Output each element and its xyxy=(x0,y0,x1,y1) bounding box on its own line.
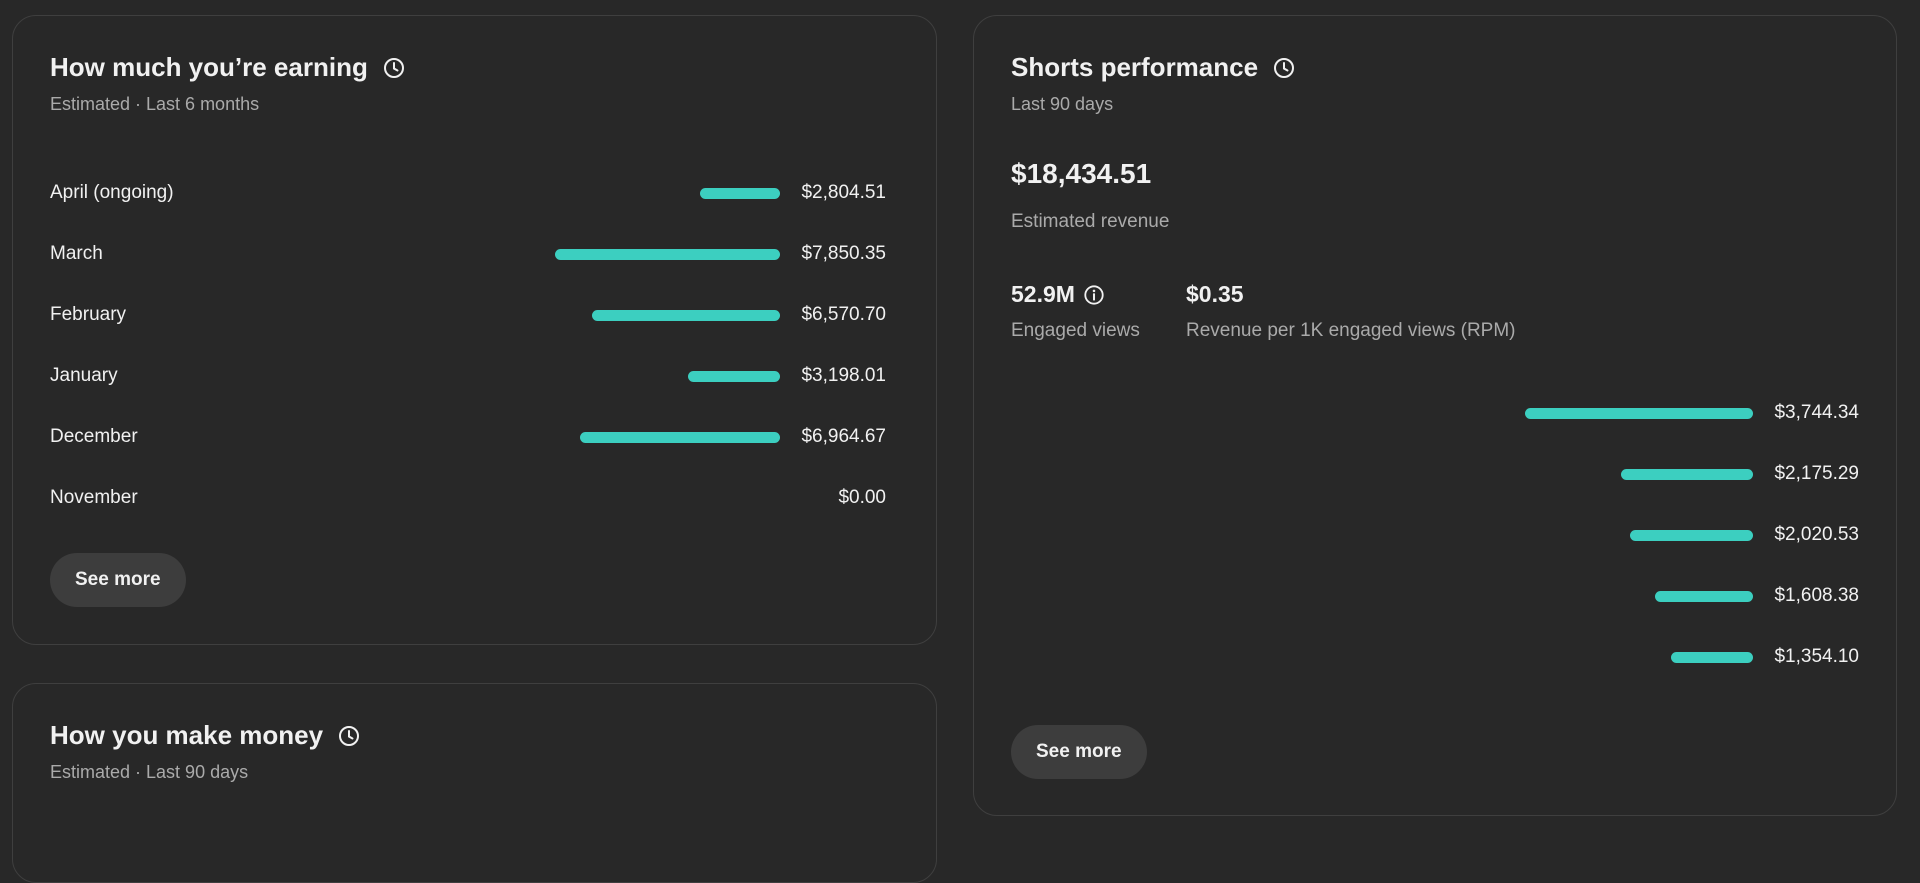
earnings-row-value: $7,850.35 xyxy=(801,243,886,264)
earnings-bar-track xyxy=(174,187,780,199)
earnings-row-label: March xyxy=(50,243,103,264)
shorts-row: $2,020.53 xyxy=(1630,520,1859,550)
earnings-row-value: $6,964.67 xyxy=(801,426,886,447)
shorts-bar xyxy=(1655,590,1753,602)
shorts-row: $3,744.34 xyxy=(1525,398,1859,428)
shorts-see-more-button[interactable]: See more xyxy=(1011,725,1147,779)
revenue-sources-title: How you make money xyxy=(50,720,324,750)
earnings-bar-track xyxy=(138,431,780,443)
shorts-performance-card: Shorts performance Last 90 days $18,434.… xyxy=(973,15,1897,816)
engaged-views-metric: 52.9M Engaged views xyxy=(1011,281,1140,342)
shorts-title: Shorts performance xyxy=(1011,52,1259,82)
earnings-row-value: $3,198.01 xyxy=(801,365,886,386)
earnings-row-value: $2,804.51 xyxy=(801,182,886,203)
shorts-bar xyxy=(1525,407,1753,419)
earnings-row-value: $0.00 xyxy=(838,487,886,508)
earnings-bar xyxy=(555,248,780,260)
earnings-bar xyxy=(580,431,780,443)
shorts-revenue-value: $18,434.51 xyxy=(1011,158,1152,189)
earnings-row-label: December xyxy=(50,426,138,447)
engaged-views-value: 52.9M xyxy=(1011,281,1075,307)
earnings-subtitle: Estimated · Last 6 months xyxy=(50,94,260,114)
earnings-row: March $7,850.35 xyxy=(50,239,886,269)
shorts-row-value: $2,175.29 xyxy=(1774,463,1859,484)
rpm-metric: $0.35 Revenue per 1K engaged views (RPM) xyxy=(1186,281,1516,342)
engaged-views-value-row: 52.9M xyxy=(1011,281,1140,308)
shorts-row: $1,354.10 xyxy=(1671,642,1859,672)
earnings-row-label: April (ongoing) xyxy=(50,182,174,203)
clock-icon[interactable] xyxy=(337,724,361,748)
earnings-bar xyxy=(592,309,780,321)
earnings-row: December $6,964.67 xyxy=(50,422,886,452)
earnings-bar-track xyxy=(103,248,780,260)
shorts-row-value: $2,020.53 xyxy=(1774,524,1859,545)
earnings-row-label: November xyxy=(50,487,138,508)
earnings-card: How much you’re earning Estimated · Last… xyxy=(12,15,937,645)
shorts-row: $1,608.38 xyxy=(1655,581,1859,611)
earnings-row-label: February xyxy=(50,304,127,325)
shorts-title-row: Shorts performance xyxy=(1011,52,1296,83)
revenue-sources-subtitle: Estimated · Last 90 days xyxy=(50,762,249,782)
shorts-row-value: $1,608.38 xyxy=(1774,585,1859,606)
rpm-label: Revenue per 1K engaged views (RPM) xyxy=(1186,320,1516,341)
clock-icon[interactable] xyxy=(382,56,406,80)
shorts-bar xyxy=(1630,529,1753,541)
earnings-bar xyxy=(700,187,780,199)
shorts-row: $2,175.29 xyxy=(1621,459,1859,489)
earnings-title-row: How much you’re earning xyxy=(50,52,406,83)
earnings-row-value: $6,570.70 xyxy=(801,304,886,325)
earnings-bar-track xyxy=(118,370,780,382)
shorts-subtitle: Last 90 days xyxy=(1011,94,1114,114)
earnings-see-more-button[interactable]: See more xyxy=(50,553,186,607)
earnings-row-label: January xyxy=(50,365,118,386)
earnings-row: November $0.00 xyxy=(50,483,886,513)
earnings-row: February $6,570.70 xyxy=(50,300,886,330)
info-icon[interactable] xyxy=(1083,284,1105,306)
earnings-title: How much you’re earning xyxy=(50,52,368,82)
revenue-sources-title-row: How you make money xyxy=(50,720,361,751)
earnings-bar-track xyxy=(126,309,780,321)
revenue-sources-card: How you make money Estimated · Last 90 d… xyxy=(12,683,937,883)
shorts-row-value: $3,744.34 xyxy=(1774,402,1859,423)
rpm-value: $0.35 xyxy=(1186,281,1244,307)
earnings-row: April (ongoing) $2,804.51 xyxy=(50,178,886,208)
shorts-row-value: $1,354.10 xyxy=(1774,646,1859,667)
engaged-views-label: Engaged views xyxy=(1011,320,1140,341)
clock-icon[interactable] xyxy=(1272,56,1296,80)
earnings-row: January $3,198.01 xyxy=(50,361,886,391)
shorts-bar xyxy=(1671,651,1753,663)
shorts-bar xyxy=(1621,468,1753,480)
shorts-revenue-label: Estimated revenue xyxy=(1011,211,1170,232)
earnings-bar xyxy=(688,370,780,382)
